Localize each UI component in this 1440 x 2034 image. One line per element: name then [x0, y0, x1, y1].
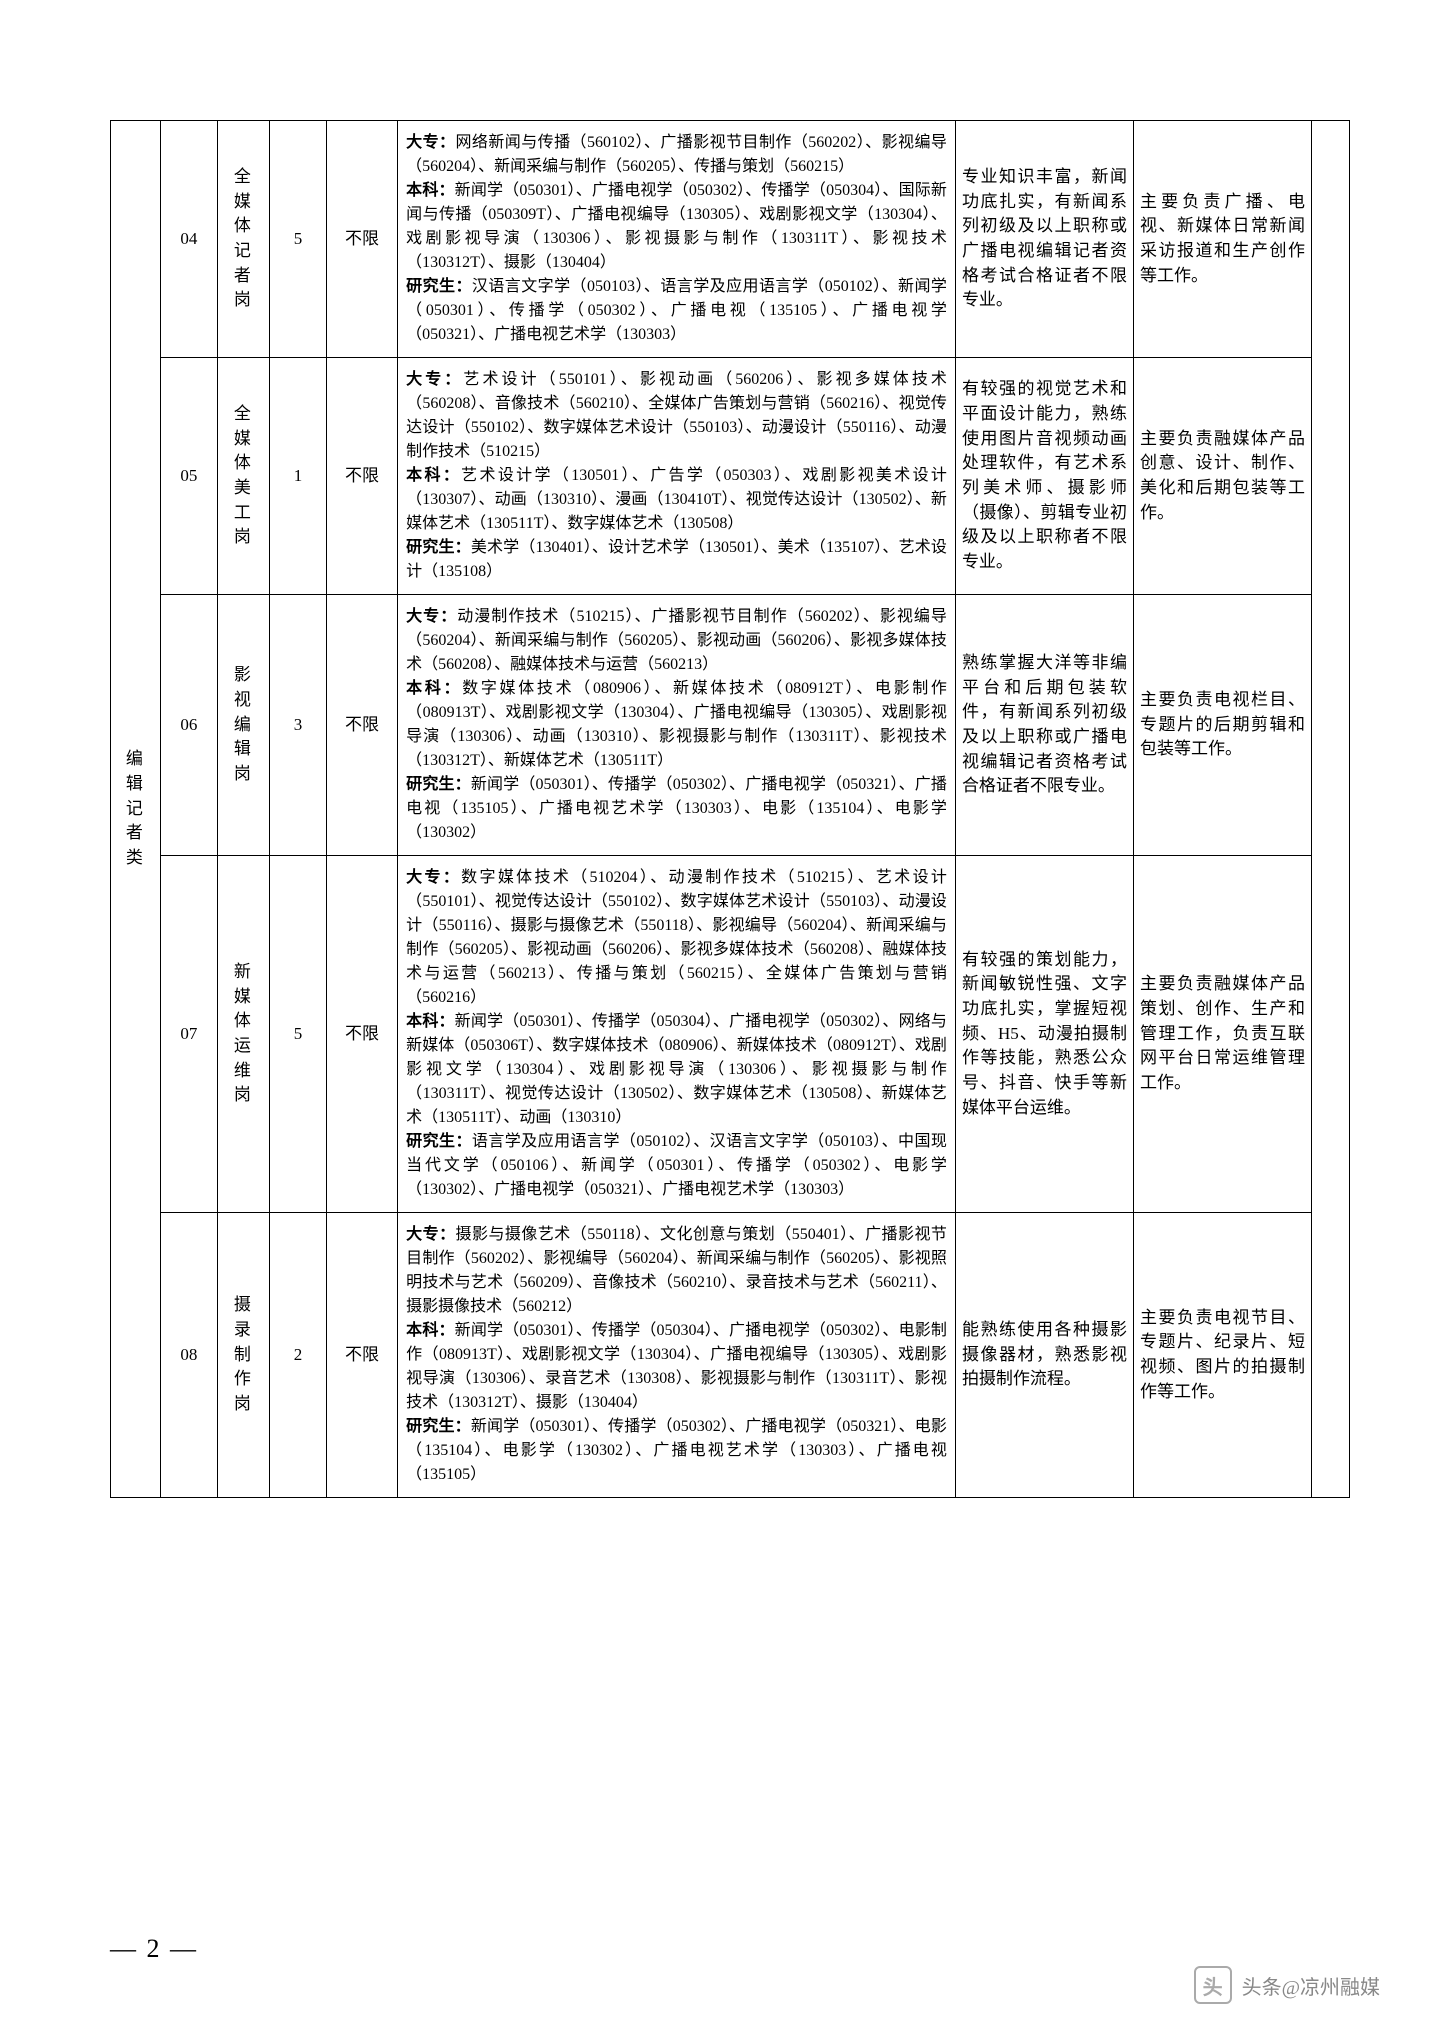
post-cell: 摄录制作岗: [217, 1213, 269, 1498]
count-cell: 1: [270, 358, 327, 595]
duty-cell: 主要负责电视节目、专题片、纪录片、短视频、图片的拍摄制作等工作。: [1133, 1213, 1311, 1498]
major-cell: 大专：摄影与摄像艺术（550118）、文化创意与策划（550401）、广播影视节…: [398, 1213, 956, 1498]
duty-cell: 主要负责融媒体产品策划、创作、生产和管理工作，负责互联网平台日常运维管理工作。: [1133, 856, 1311, 1213]
duty-cell: 主要负责融媒体产品创意、设计、制作、美化和后期包装等工作。: [1133, 358, 1311, 595]
req-cell: 熟练掌握大洋等非编平台和后期包装软件，有新闻系列初级及以上职称或广播电视编辑记者…: [955, 595, 1133, 856]
recruitment-table: 编辑记者类04全媒体记者岗5不限大专：网络新闻与传播（560102）、广播影视节…: [110, 120, 1350, 1498]
limit-cell: 不限: [326, 1213, 397, 1498]
post-cell: 新媒体运维岗: [217, 856, 269, 1213]
duty-cell: 主要负责广播、电视、新媒体日常新闻采访报道和生产创作等工作。: [1133, 121, 1311, 358]
num-cell: 05: [160, 358, 217, 595]
trailing-cell: [1311, 121, 1349, 1498]
limit-cell: 不限: [326, 358, 397, 595]
req-cell: 专业知识丰富，新闻功底扎实，有新闻系列初级及以上职称或广播电视编辑记者资格考试合…: [955, 121, 1133, 358]
post-cell: 全媒体美工岗: [217, 358, 269, 595]
limit-cell: 不限: [326, 121, 397, 358]
count-cell: 3: [270, 595, 327, 856]
toutiao-icon: 头: [1194, 1966, 1232, 2004]
category-cell: 编辑记者类: [111, 121, 161, 1498]
count-cell: 2: [270, 1213, 327, 1498]
duty-cell: 主要负责电视栏目、专题片的后期剪辑和包装等工作。: [1133, 595, 1311, 856]
num-cell: 07: [160, 856, 217, 1213]
major-cell: 大专：动漫制作技术（510215）、广播影视节目制作（560202）、影视编导（…: [398, 595, 956, 856]
limit-cell: 不限: [326, 595, 397, 856]
req-cell: 有较强的策划能力，新闻敏锐性强、文字功底扎实，掌握短视频、H5、动漫拍摄制作等技…: [955, 856, 1133, 1213]
major-cell: 大专：网络新闻与传播（560102）、广播影视节目制作（560202）、影视编导…: [398, 121, 956, 358]
num-cell: 08: [160, 1213, 217, 1498]
req-cell: 有较强的视觉艺术和平面设计能力，熟练使用图片音视频动画处理软件，有艺术系列美术师…: [955, 358, 1133, 595]
page-number: — 2 —: [110, 1934, 198, 1964]
limit-cell: 不限: [326, 856, 397, 1213]
req-cell: 能熟练使用各种摄影摄像器材，熟悉影视拍摄制作流程。: [955, 1213, 1133, 1498]
num-cell: 06: [160, 595, 217, 856]
major-cell: 大专：数字媒体技术（510204）、动漫制作技术（510215）、艺术设计（55…: [398, 856, 956, 1213]
post-cell: 影视编辑岗: [217, 595, 269, 856]
count-cell: 5: [270, 121, 327, 358]
num-cell: 04: [160, 121, 217, 358]
watermark: 头 头条@凉州融媒: [1194, 1966, 1380, 2004]
post-cell: 全媒体记者岗: [217, 121, 269, 358]
major-cell: 大专：艺术设计（550101）、影视动画（560206）、影视多媒体技术（560…: [398, 358, 956, 595]
count-cell: 5: [270, 856, 327, 1213]
